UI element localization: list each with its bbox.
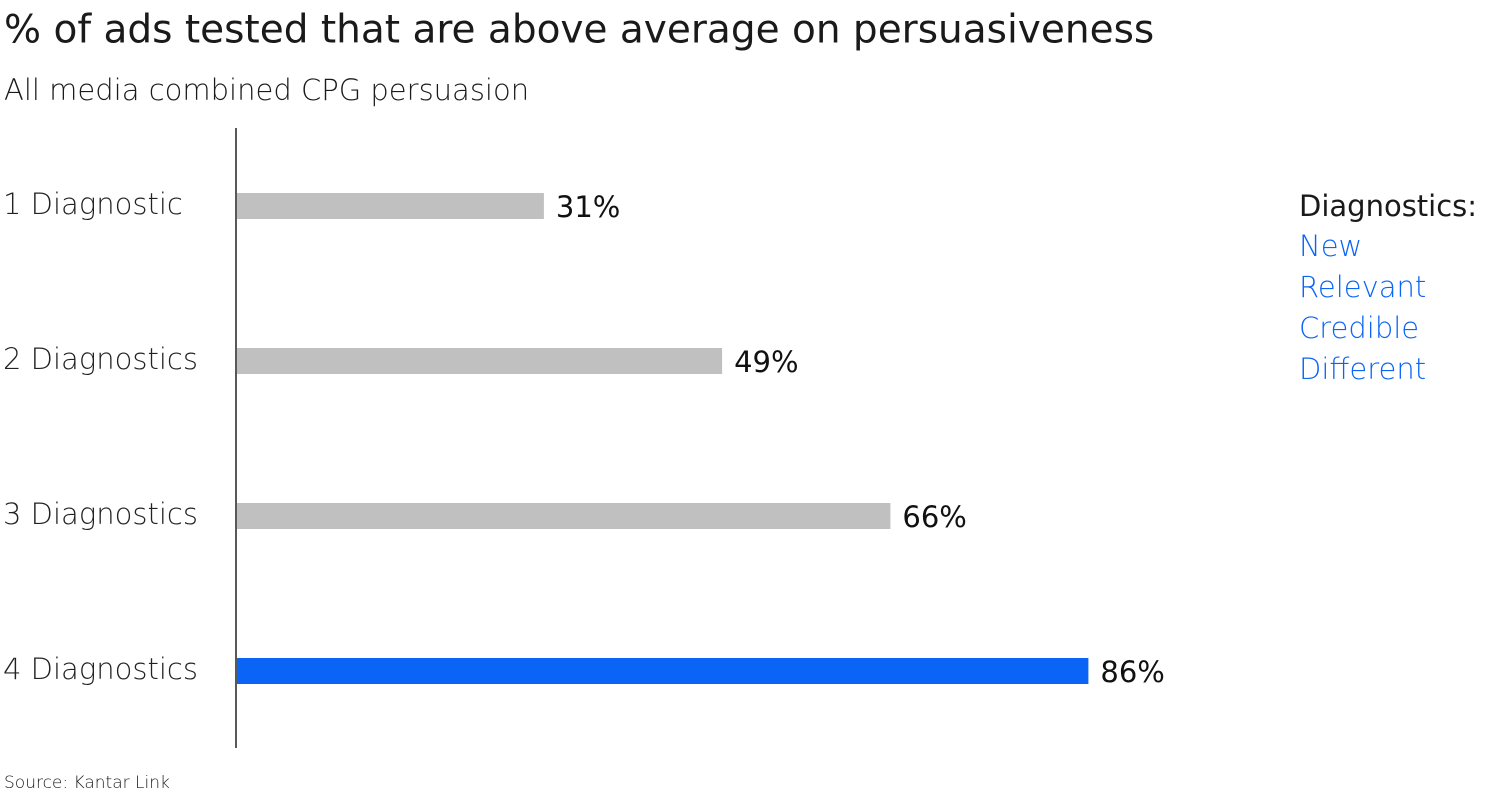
category-label: 3 Diagnostics bbox=[3, 497, 198, 531]
category-label: 1 Diagnostic bbox=[3, 187, 183, 221]
value-label: 49% bbox=[734, 345, 798, 379]
annotation-item: Credible bbox=[1299, 311, 1419, 345]
annotation-item: New bbox=[1299, 229, 1362, 263]
category-label: 4 Diagnostics bbox=[3, 652, 198, 686]
value-label: 31% bbox=[556, 190, 620, 224]
chart-subtitle: All media combined CPG persuasion bbox=[4, 73, 529, 107]
annotation-heading: Diagnostics: bbox=[1299, 189, 1477, 223]
annotation-item: Relevant bbox=[1299, 270, 1426, 304]
bar bbox=[237, 193, 544, 219]
bar bbox=[237, 348, 723, 374]
value-label: 86% bbox=[1100, 655, 1164, 689]
category-label: 2 Diagnostics bbox=[3, 342, 198, 376]
bar bbox=[237, 503, 891, 529]
bar bbox=[237, 658, 1089, 684]
source: Source: Kantar Link bbox=[4, 773, 170, 793]
value-label: 66% bbox=[902, 500, 966, 534]
chart-title: % of ads tested that are above average o… bbox=[4, 8, 1154, 53]
annotation-item: Different bbox=[1299, 352, 1426, 386]
